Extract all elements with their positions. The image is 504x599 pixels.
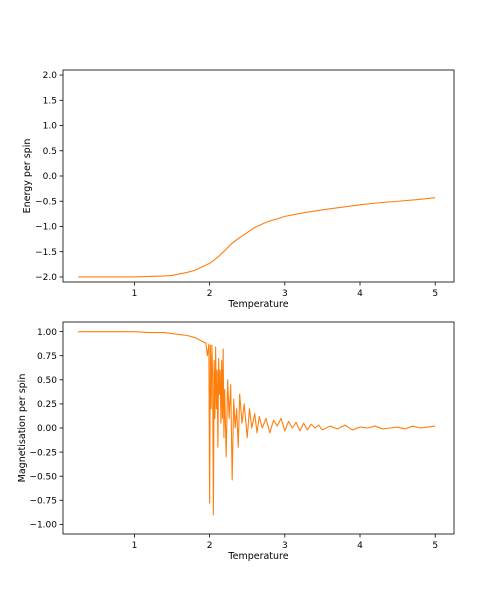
y-tick-label: −0.50 [29, 472, 57, 482]
x-axis-label: Temperature [227, 299, 288, 310]
y-tick-label: −1.0 [35, 223, 57, 233]
x-tick-label: 1 [132, 541, 138, 551]
y-tick-label: 0.5 [43, 147, 57, 157]
y-tick-label: −0.75 [29, 496, 57, 506]
series-line [78, 331, 436, 516]
x-tick-label: 2 [207, 289, 213, 299]
y-tick-label: 1.5 [43, 96, 57, 106]
x-tick-label: 4 [357, 541, 363, 551]
y-axis-label: Energy per spin [22, 139, 33, 214]
x-tick-label: 2 [207, 541, 213, 551]
y-tick-label: 0.0 [43, 172, 58, 182]
y-tick-label: 0.50 [37, 376, 57, 386]
y-tick-label: 0.00 [37, 424, 57, 434]
y-tick-label: 0.25 [37, 400, 57, 410]
y-tick-label: −1.5 [35, 248, 57, 258]
plot-frame [62, 69, 455, 283]
y-tick-label: 2.0 [43, 71, 58, 81]
y-tick-label: −0.5 [35, 197, 57, 207]
y-tick-label: −0.25 [29, 448, 57, 458]
x-tick-label: 1 [132, 289, 138, 299]
x-tick-label: 5 [432, 289, 438, 299]
x-tick-label: 5 [432, 541, 438, 551]
plot-frame [62, 321, 455, 535]
energy-chart: 1 2 3 4 5 2.0 1.5 1.0 0.5 0.0 −0.5 −1.0 −1.5 −2.0 Temp… [22, 69, 455, 310]
y-axis-label: Magnetisation per spin [17, 374, 28, 483]
y-tick-label: 0.75 [37, 352, 57, 362]
series-line [78, 197, 436, 278]
y-tick-label: 1.00 [37, 328, 57, 338]
y-tick-label: 1.0 [43, 122, 58, 132]
x-axis-label: Temperature [227, 551, 288, 562]
y-tick-label: −1.00 [29, 521, 57, 531]
magnetisation-chart: 1 2 3 4 5 1.00 0.75 0.50 0.25 0.00 −0.25 −0.50 −0.75… [17, 321, 455, 562]
x-tick-label: 4 [357, 289, 363, 299]
x-tick-label: 3 [282, 541, 288, 551]
x-tick-label: 3 [282, 289, 288, 299]
y-tick-label: −2.0 [35, 273, 57, 283]
